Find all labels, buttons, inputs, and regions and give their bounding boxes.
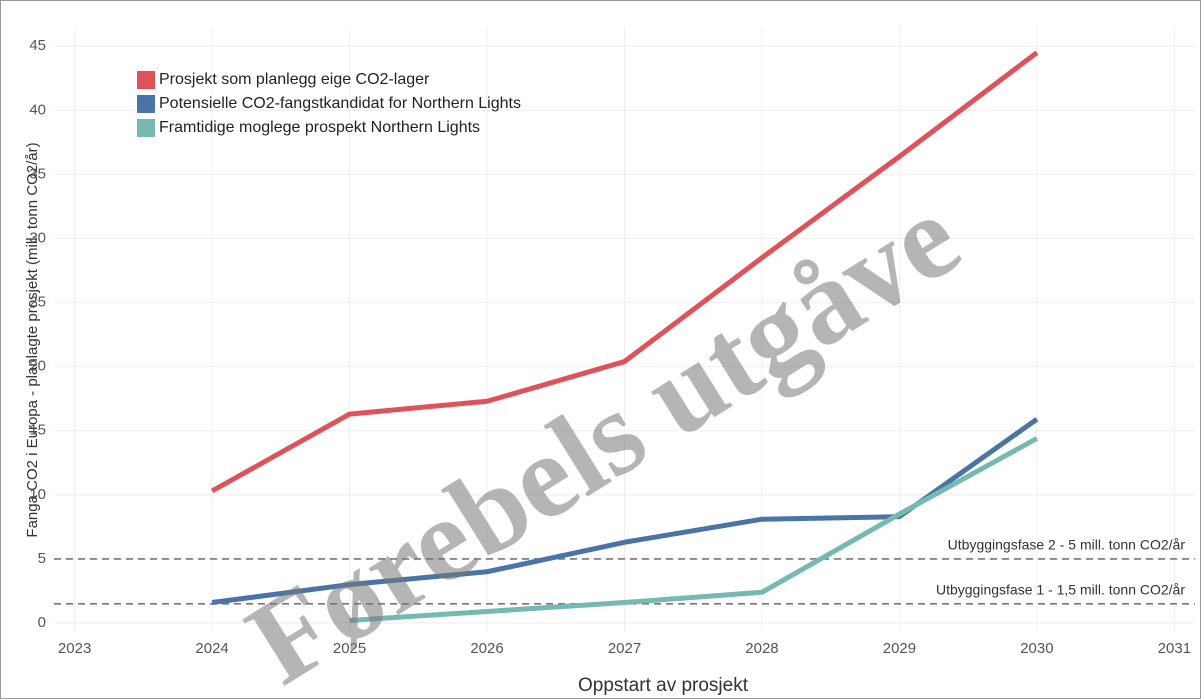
y-tick-label: 5 [38, 550, 46, 567]
y-tick-label: 30 [29, 229, 46, 246]
x-tick-label: 2027 [608, 640, 641, 657]
x-tick-label: 2028 [745, 640, 778, 657]
y-tick-label: 0 [38, 614, 46, 631]
x-tick-label: 2025 [333, 640, 366, 657]
x-tick-label: 2024 [195, 640, 228, 657]
y-tick-label: 25 [29, 294, 46, 311]
legend-swatch [137, 119, 155, 137]
reference-label: Utbyggingsfase 1 - 1,5 mill. tonn CO2/år [936, 582, 1185, 598]
y-tick-label: 10 [29, 486, 46, 503]
y-tick-label: 35 [29, 165, 46, 182]
line-series [349, 436, 1039, 623]
legend-swatch [137, 95, 155, 113]
y-tick-label: 45 [29, 37, 46, 54]
x-tick-label: 2023 [58, 640, 91, 657]
x-tick-label: 2030 [1020, 640, 1053, 657]
legend-label: Framtidige moglege prospekt Northern Lig… [159, 119, 480, 136]
legend-label: Potensielle CO2-fangstkandidat for North… [159, 95, 521, 112]
y-axis-label: Fanga CO2 i Europa - planlagte prosjekt … [24, 142, 41, 537]
x-tick-label: 2031 [1158, 640, 1191, 657]
reference-label: Utbyggingsfase 2 - 5 mill. tonn CO2/år [948, 537, 1186, 553]
x-tick-label: 2026 [470, 640, 503, 657]
legend-label: Prosjekt som planlegg eige CO2-lager [159, 71, 430, 88]
x-axis-label: Oppstart av prosjekt [578, 675, 749, 696]
line-series [210, 50, 1039, 494]
y-tick-label: 20 [29, 358, 46, 375]
x-tick-label: 2029 [883, 640, 916, 657]
y-tick-label: 40 [29, 101, 46, 118]
legend-swatch [137, 71, 155, 89]
y-tick-label: 15 [29, 422, 46, 439]
